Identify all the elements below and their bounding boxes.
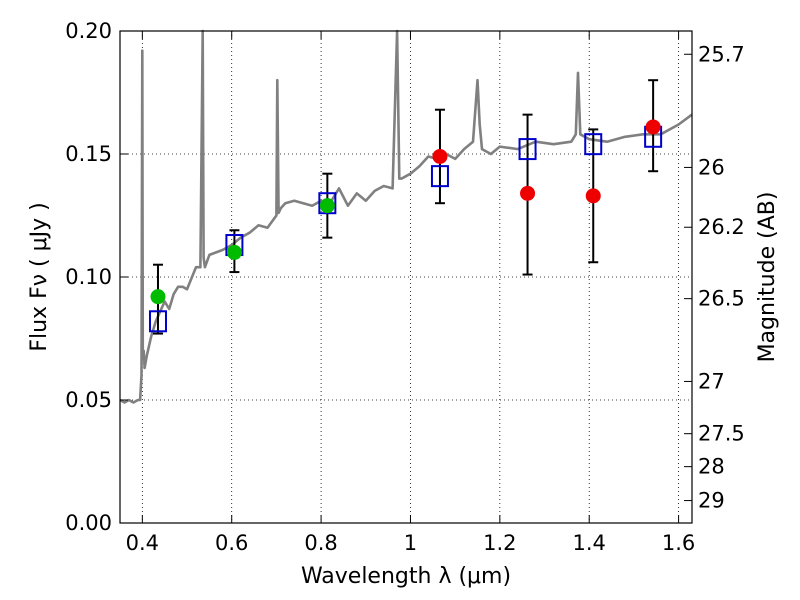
x-tick-label: 0.4 bbox=[126, 531, 159, 555]
right-tick-label: 26 bbox=[698, 155, 725, 179]
tick-labels: 0.4 0.6 0.8 1 1.2 1.4 1.6 0.00 0.05 0.10 0.15 0.20 2… bbox=[65, 19, 745, 555]
right-tick-label: 28 bbox=[698, 455, 725, 479]
nir-point bbox=[645, 119, 661, 135]
x-tick-label: 0.6 bbox=[215, 531, 248, 555]
optical-point bbox=[319, 198, 335, 214]
axis-ticks bbox=[120, 30, 692, 524]
y-axis-right-label: Magnitude (AB) bbox=[755, 192, 780, 363]
x-tick-label: 1 bbox=[404, 531, 417, 555]
photometry-points bbox=[150, 119, 661, 305]
right-tick-label: 27.5 bbox=[698, 422, 745, 446]
right-tick-label: 27 bbox=[698, 369, 725, 393]
y-axis-label: Flux Fν ( μJy ) bbox=[27, 202, 52, 351]
optical-point bbox=[150, 289, 166, 305]
spectrum-layer bbox=[119, 29, 693, 404]
model-square bbox=[148, 310, 167, 333]
y-tick-label: 0.15 bbox=[65, 142, 112, 166]
x-axis-label: Wavelength λ (μm) bbox=[301, 564, 511, 589]
optical-point bbox=[226, 244, 242, 260]
model-squares bbox=[148, 125, 663, 333]
nir-point bbox=[520, 185, 536, 201]
spectrum-line bbox=[119, 29, 693, 404]
y-tick-label: 0.10 bbox=[65, 265, 112, 289]
x-tick-label: 1.6 bbox=[662, 531, 695, 555]
x-tick-label: 1.4 bbox=[573, 531, 606, 555]
nir-point bbox=[432, 148, 448, 164]
model-square bbox=[318, 192, 337, 215]
model-square bbox=[430, 165, 449, 188]
right-tick-label: 26.2 bbox=[698, 215, 745, 239]
y-tick-label: 0.00 bbox=[65, 511, 112, 535]
y-tick-label: 0.05 bbox=[65, 388, 112, 412]
model-square bbox=[584, 133, 603, 156]
model-square bbox=[518, 138, 537, 161]
x-tick-label: 0.8 bbox=[304, 531, 337, 555]
right-tick-label: 25.7 bbox=[698, 42, 745, 66]
right-tick-label: 29 bbox=[698, 489, 725, 513]
nir-point bbox=[585, 188, 601, 204]
x-tick-label: 1.2 bbox=[483, 531, 516, 555]
y-tick-label: 0.20 bbox=[65, 19, 112, 43]
right-tick-label: 26.5 bbox=[698, 287, 745, 311]
